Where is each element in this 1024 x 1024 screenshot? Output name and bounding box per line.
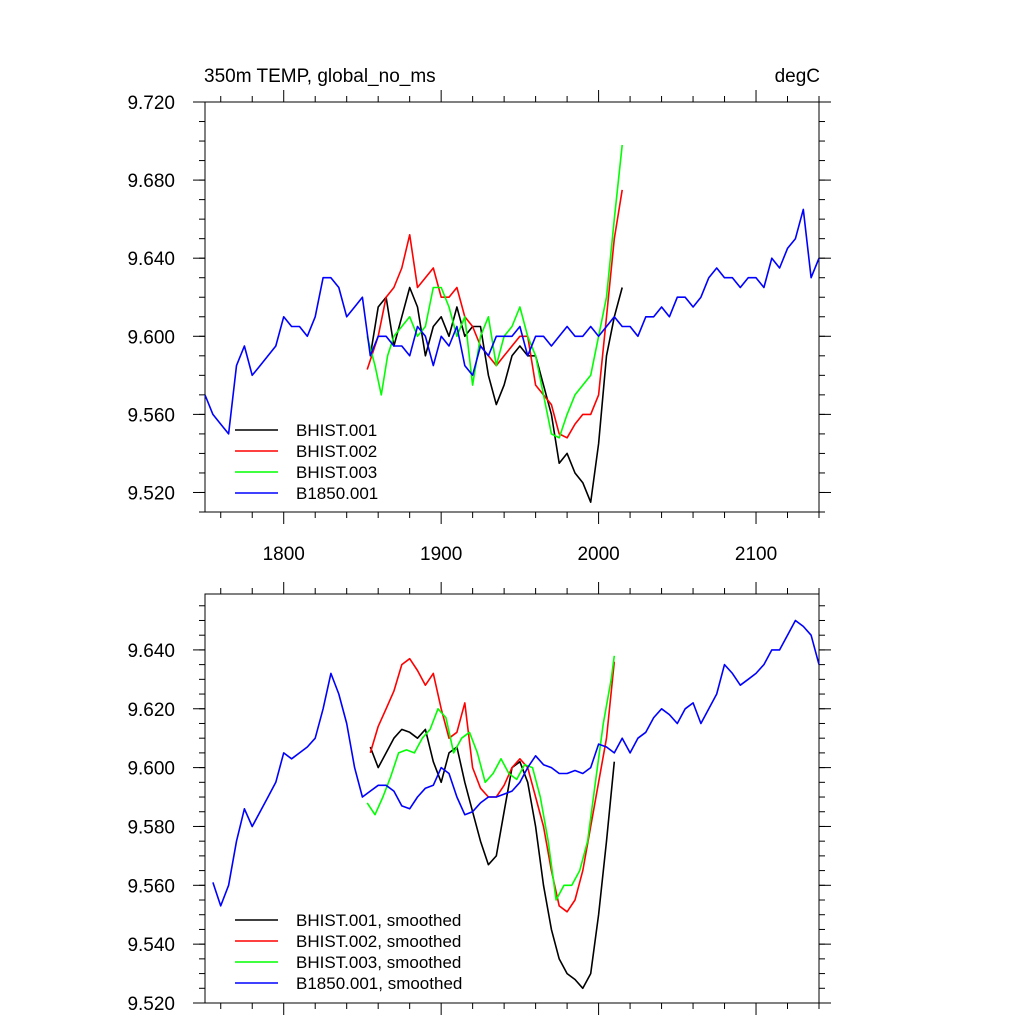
legend-label: B1850.001, smoothed <box>296 974 462 993</box>
x-tick-label: 1900 <box>420 544 462 565</box>
legend-label: BHIST.002, smoothed <box>296 932 461 951</box>
x-tick-label: 1800 <box>263 544 305 565</box>
series-line-1 <box>369 728 616 990</box>
legend-label: BHIST.003, smoothed <box>296 953 461 972</box>
chart-units: degC <box>775 66 820 87</box>
legend-label: BHIST.001 <box>296 421 377 440</box>
y-tick-label: 9.640 <box>127 641 175 662</box>
bottom-plot-panel: 9.520 9.540 9.560 9.580 9.600 9.620 9.640 BHIST… <box>127 582 831 1015</box>
y-tick-label: 9.600 <box>127 759 175 780</box>
y-tick-label: 9.520 <box>127 483 175 504</box>
y-tick-label: 9.640 <box>127 249 175 270</box>
legend-label: BHIST.001, smoothed <box>296 911 461 930</box>
y-tick-label: 9.560 <box>127 876 175 897</box>
y-tick-label: 9.560 <box>127 405 175 426</box>
y-tick-label: 9.520 <box>127 994 175 1015</box>
y-tick-label: 9.720 <box>127 93 175 114</box>
legend: BHIST.001 BHIST.002 BHIST.003 B1850.001 <box>235 421 378 503</box>
series-line-3 <box>366 144 623 439</box>
y-tick-label: 9.600 <box>127 327 175 348</box>
legend: BHIST.001, smoothed BHIST.002, smoothed BH… <box>235 911 462 993</box>
legend-label: BHIST.002 <box>296 442 377 461</box>
plot-frame <box>204 101 820 513</box>
top-plot-panel: 9.520 9.560 9.600 9.640 9.680 9.720 1800 1900 20… <box>127 90 831 565</box>
plot-frame <box>204 593 820 1004</box>
legend-label: BHIST.003 <box>296 463 377 482</box>
x-tick-label: 2000 <box>577 544 619 565</box>
y-tick-label: 9.540 <box>127 935 175 956</box>
series-line-4 <box>205 208 819 435</box>
x-tick-label: 2100 <box>735 544 777 565</box>
series-line-3 <box>366 655 616 901</box>
y-tick-label: 9.620 <box>127 700 175 721</box>
y-tick-label: 9.580 <box>127 817 175 838</box>
chart-title: 350m TEMP, global_no_ms <box>204 66 436 87</box>
y-tick-label: 9.680 <box>127 171 175 192</box>
series-line-1 <box>369 286 623 504</box>
legend-label: B1850.001 <box>296 484 378 503</box>
series-line-4 <box>212 619 819 907</box>
